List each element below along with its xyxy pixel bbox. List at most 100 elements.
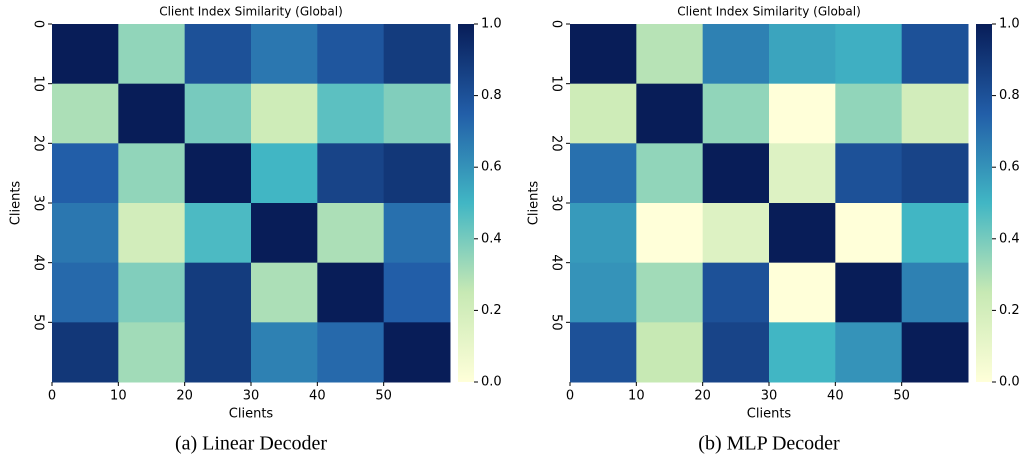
heatmap-cell — [570, 24, 637, 85]
colorbar-tick-label: 1.0 — [999, 17, 1020, 32]
y-tick-label: 20 — [549, 135, 564, 152]
y-tick-label: 20 — [31, 135, 46, 152]
heatmap-cell — [702, 143, 770, 204]
heatmap-cell — [383, 83, 451, 144]
heatmap-cell — [769, 262, 836, 323]
heatmap-cell — [184, 262, 252, 323]
heatmap-cell — [317, 203, 385, 264]
colorbar-tick-label: 0.4 — [481, 231, 502, 246]
heatmap-cell — [901, 143, 969, 204]
chart-title: Client Index Similarity (Global) — [159, 5, 343, 19]
heatmap-cell — [702, 203, 770, 264]
heatmap-cell — [636, 83, 704, 144]
colorbar-tick-label: 0.0 — [999, 375, 1020, 390]
heatmap-cell — [383, 262, 451, 323]
heatmap-cell — [702, 322, 770, 383]
heatmap-cell — [383, 203, 451, 264]
heatmap-cell — [702, 24, 770, 85]
x-tick-label: 20 — [176, 389, 193, 404]
colorbar-tick-label: 1.0 — [481, 17, 502, 32]
x-tick-label: 20 — [694, 389, 711, 404]
heatmap-cell — [570, 143, 637, 204]
heatmap-cell — [835, 203, 903, 264]
colorbar-tick-label: 0.8 — [999, 88, 1020, 103]
y-tick-label: 10 — [549, 75, 564, 92]
heatmap-cell — [251, 203, 318, 264]
heatmap-cell — [702, 83, 770, 144]
colorbar-tick-label: 0.6 — [999, 160, 1020, 175]
heatmap-cell — [570, 262, 637, 323]
heatmap-cell — [636, 143, 704, 204]
y-tick-label: 30 — [549, 195, 564, 212]
x-axis-label: Clients — [229, 407, 274, 422]
heatmap-cell — [317, 322, 385, 383]
heatmap-cell — [636, 262, 704, 323]
x-tick-label: 0 — [566, 389, 574, 404]
heatmap-cell — [118, 143, 186, 204]
heatmap-cell — [251, 322, 318, 383]
heatmap-cell — [118, 322, 186, 383]
y-tick-label: 40 — [31, 254, 46, 271]
y-tick-label: 30 — [31, 195, 46, 212]
heatmap-cell — [769, 322, 836, 383]
x-tick-label: 10 — [110, 389, 127, 404]
heatmap-cell — [184, 203, 252, 264]
heatmap-cell — [769, 83, 836, 144]
heatmap-cell — [835, 262, 903, 323]
heatmap-cell — [251, 262, 318, 323]
y-tick-label: 0 — [31, 20, 46, 28]
heatmap-cell — [835, 24, 903, 85]
y-tick-label: 40 — [549, 254, 564, 271]
heatmap-cell — [901, 322, 969, 383]
heatmap-cell — [769, 24, 836, 85]
y-tick-label: 50 — [31, 314, 46, 331]
heatmap-cell — [570, 322, 637, 383]
heatmap-cell — [52, 143, 119, 204]
heatmap-cell — [52, 83, 119, 144]
heatmap-cell — [251, 83, 318, 144]
heatmap-cell — [251, 143, 318, 204]
heatmap-cell — [317, 24, 385, 85]
x-tick-label: 40 — [309, 389, 326, 404]
heatmap-cell — [769, 143, 836, 204]
x-tick-label: 40 — [827, 389, 844, 404]
x-tick-label: 50 — [375, 389, 392, 404]
colorbar-tick-label: 0.2 — [999, 303, 1020, 318]
heatmap-cell — [251, 24, 318, 85]
y-axis-label: Clients — [9, 181, 24, 226]
colorbar-tick-label: 0.8 — [481, 88, 502, 103]
x-axis-label: Clients — [747, 407, 792, 422]
heatmap-cell — [636, 322, 704, 383]
heatmap-cell — [317, 143, 385, 204]
heatmap-cell — [636, 24, 704, 85]
chart-title: Client Index Similarity (Global) — [677, 5, 861, 19]
heatmap-cell — [901, 83, 969, 144]
heatmap-cell — [184, 143, 252, 204]
x-tick-label: 50 — [893, 389, 910, 404]
caption: (a) Linear Decoder — [175, 433, 327, 455]
heatmap-cell — [52, 203, 119, 264]
colorbar — [976, 24, 992, 382]
colorbar-tick-label: 0.6 — [481, 160, 502, 175]
x-tick-label: 10 — [628, 389, 645, 404]
y-tick-label: 0 — [549, 20, 564, 28]
colorbar-tick-label: 0.4 — [999, 231, 1020, 246]
x-tick-label: 30 — [243, 389, 260, 404]
heatmap-cell — [383, 24, 451, 85]
heatmap-cell — [835, 322, 903, 383]
colorbar-tick-label: 0.0 — [481, 375, 502, 390]
heatmap-cell — [383, 322, 451, 383]
heatmap-cell — [901, 262, 969, 323]
heatmap-cell — [835, 143, 903, 204]
heatmap-cell — [52, 322, 119, 383]
heatmap-cell — [52, 24, 119, 85]
heatmap-cell — [184, 322, 252, 383]
heatmap-cell — [636, 203, 704, 264]
colorbar-tick-label: 0.2 — [481, 303, 502, 318]
heatmap-cell — [835, 83, 903, 144]
heatmap-cell — [118, 24, 186, 85]
heatmap-cell — [317, 83, 385, 144]
heatmap-cell — [769, 203, 836, 264]
heatmap-cell — [118, 262, 186, 323]
